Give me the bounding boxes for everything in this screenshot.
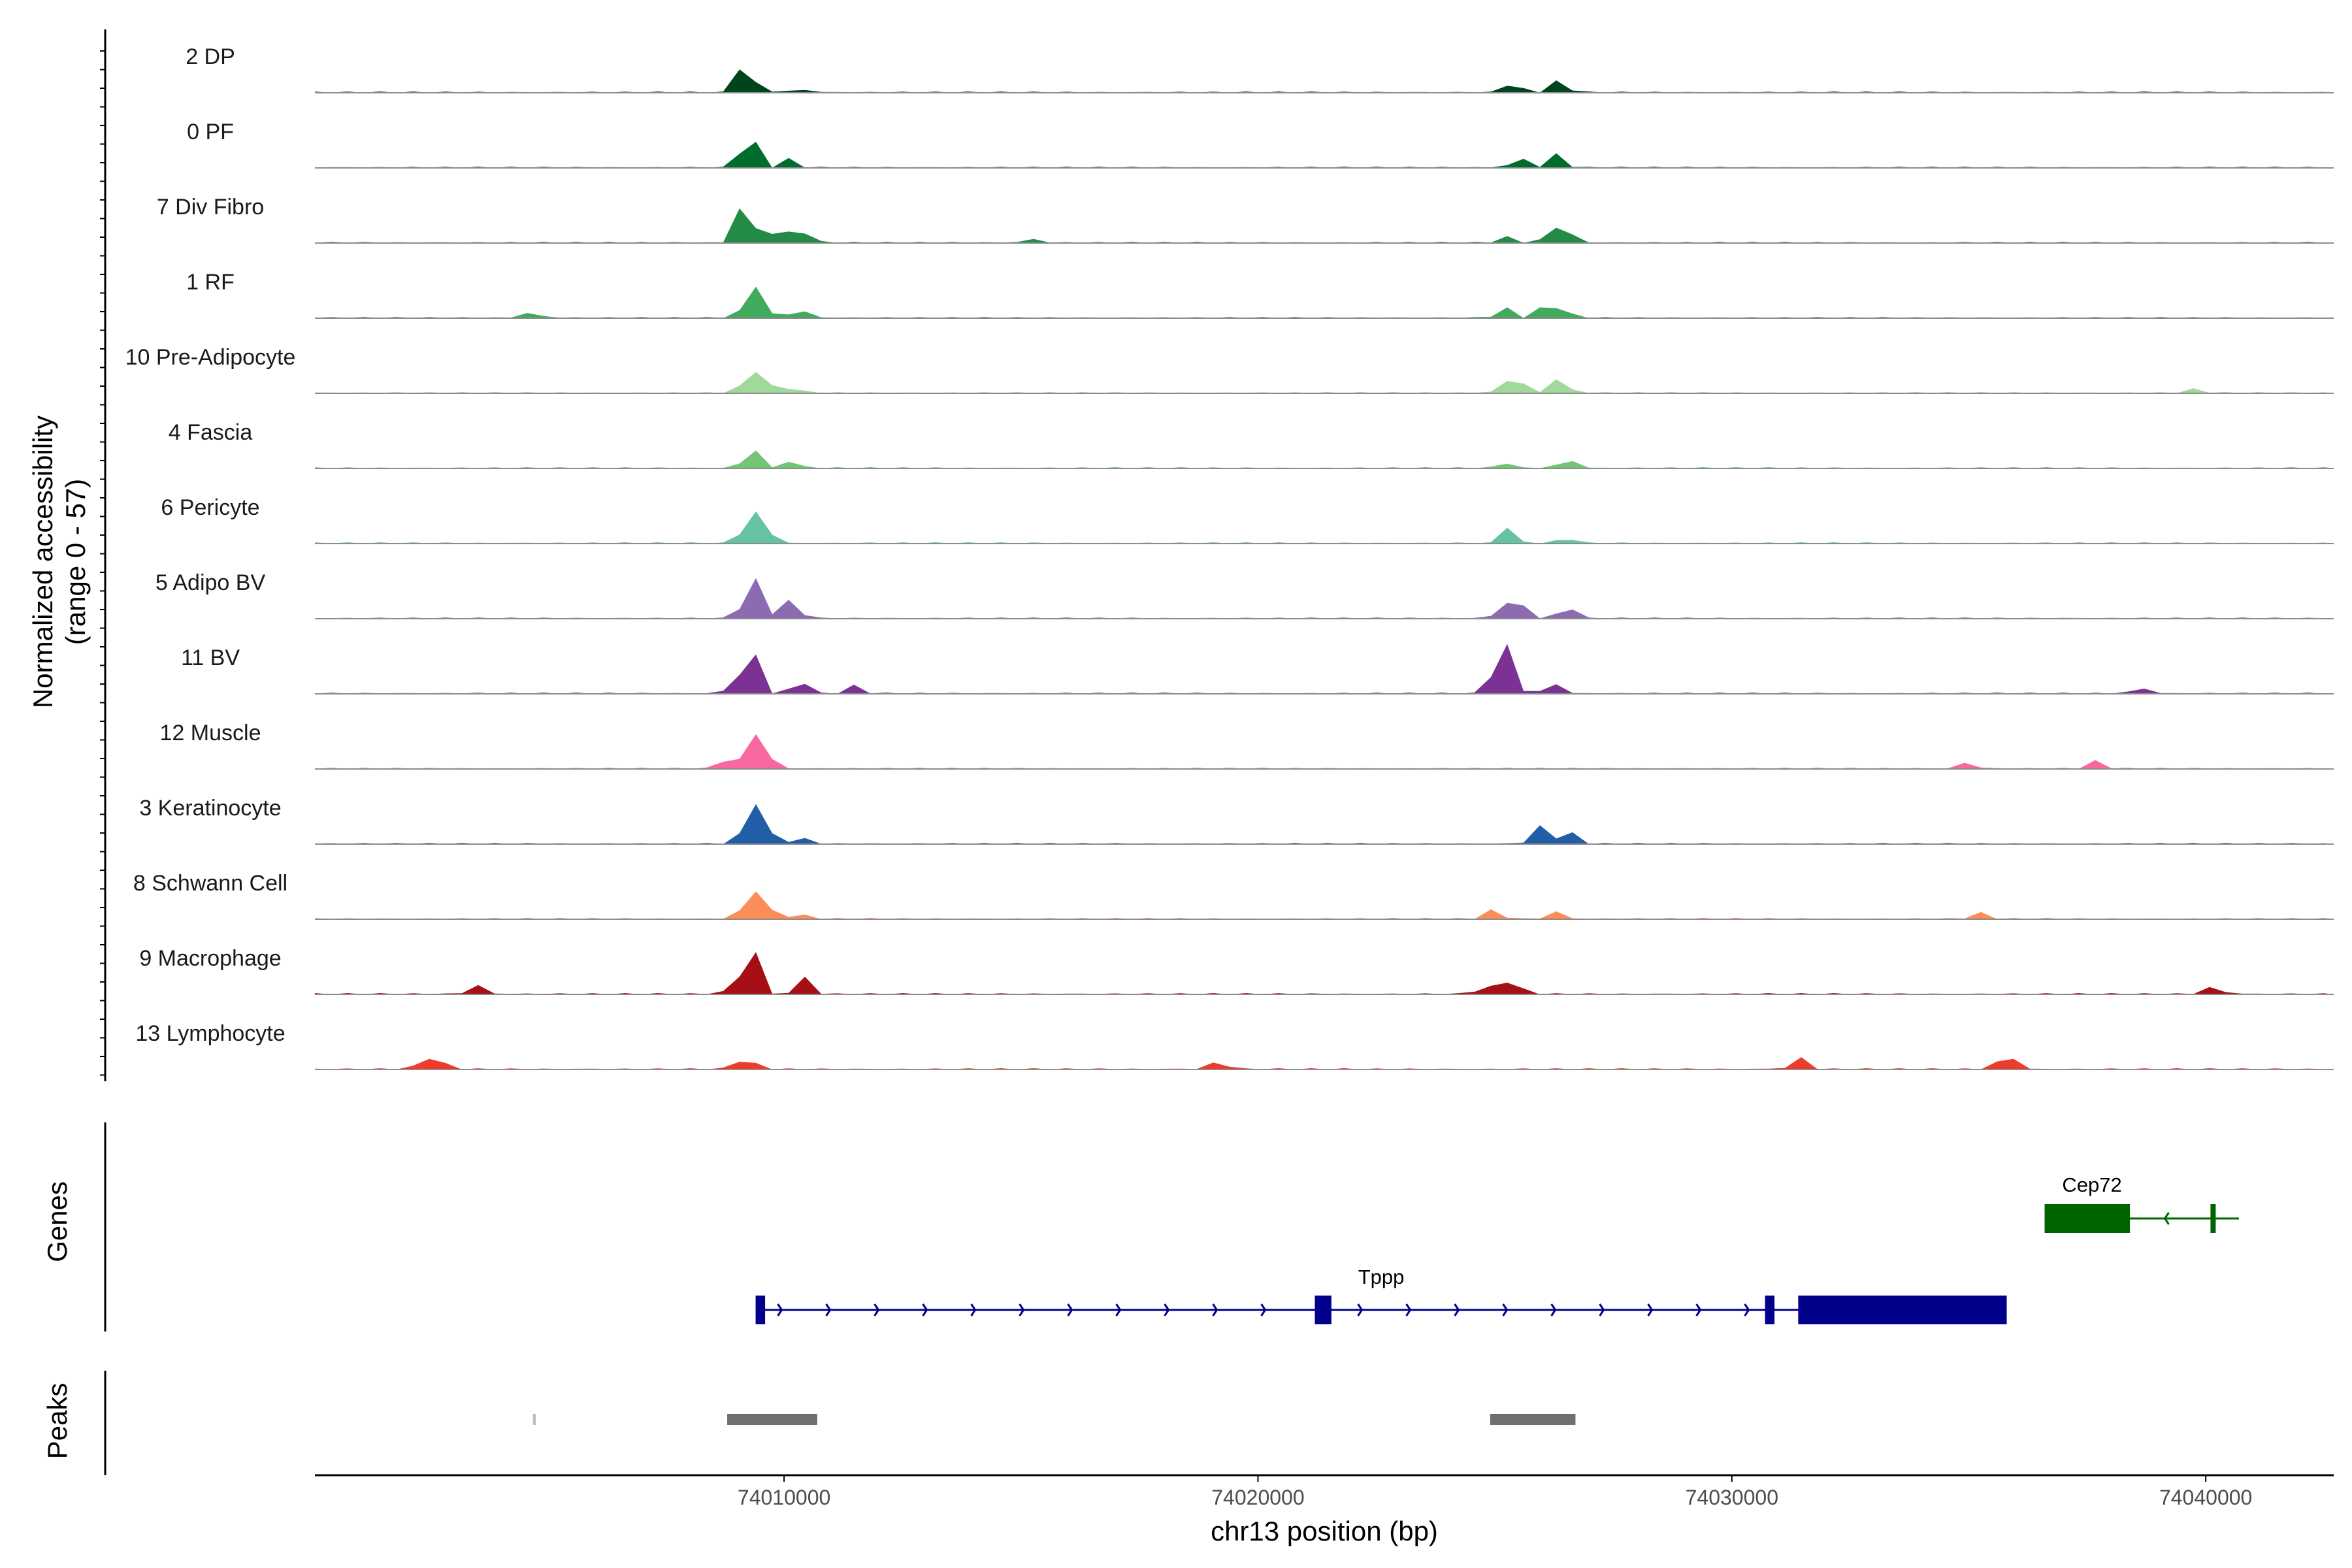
y-axis-title: Normalized accessibility (range 0 - 57) bbox=[27, 416, 91, 708]
peaks-panel-label: Peaks bbox=[42, 1383, 73, 1460]
strand-arrow bbox=[1502, 1303, 1509, 1316]
track-label: 8 Schwann Cell bbox=[133, 871, 287, 896]
peak-region bbox=[1490, 1414, 1576, 1425]
track-label: 9 Macrophage bbox=[139, 946, 281, 971]
coverage-area bbox=[315, 891, 2334, 919]
strand-arrow bbox=[1647, 1303, 1654, 1316]
coverage-track: 7 Div Fibro bbox=[157, 195, 2334, 244]
coverage-track: 12 Muscle bbox=[160, 721, 2334, 770]
coverage-area bbox=[315, 142, 2334, 168]
strand-arrow bbox=[825, 1303, 832, 1316]
gene-label: Cep72 bbox=[2062, 1173, 2121, 1196]
track-label: 5 Adipo BV bbox=[155, 570, 266, 595]
coverage-area bbox=[315, 1057, 2334, 1070]
strand-arrow bbox=[1405, 1303, 1412, 1316]
peak-regions bbox=[532, 1414, 1576, 1425]
coverage-track: 6 Pericyte bbox=[161, 495, 2334, 544]
gene-exon bbox=[2044, 1204, 2131, 1233]
coverage-track: 3 Keratinocyte bbox=[139, 796, 2334, 845]
track-label: 11 BV bbox=[181, 645, 240, 670]
strand-arrow bbox=[1454, 1303, 1460, 1316]
genes-panel-label: Genes bbox=[42, 1181, 73, 1262]
coverage-tracks: 2 DP 0 PF 7 Div Fibro 1 RF 10 Pre-Adipocyte 4… bbox=[125, 44, 2334, 1070]
strand-arrow bbox=[1260, 1303, 1267, 1316]
track-label: 4 Fascia bbox=[169, 420, 253, 445]
coverage-track: 13 Lymphocyte bbox=[135, 1021, 2334, 1070]
coverage-track: 5 Adipo BV bbox=[155, 570, 2334, 619]
track-label: 13 Lymphocyte bbox=[135, 1021, 285, 1046]
coverage-track: 8 Schwann Cell bbox=[133, 871, 2334, 920]
coverage-track: 4 Fascia bbox=[169, 420, 2334, 469]
strand-arrow bbox=[2163, 1212, 2170, 1225]
coverage-area bbox=[315, 578, 2334, 619]
strand-arrow bbox=[1067, 1303, 1073, 1316]
coverage-area bbox=[315, 450, 2334, 468]
coverage-y-axis-ticks bbox=[100, 50, 105, 1076]
track-label: 12 Muscle bbox=[160, 721, 261, 745]
gene: Tppp bbox=[755, 1266, 2007, 1324]
coverage-area bbox=[315, 286, 2334, 318]
gene-exon bbox=[1765, 1296, 1775, 1324]
coverage-area bbox=[315, 511, 2334, 544]
strand-arrow bbox=[874, 1303, 880, 1316]
coverage-area bbox=[315, 644, 2334, 694]
track-label: 1 RF bbox=[186, 270, 235, 295]
strand-arrow bbox=[1212, 1303, 1218, 1316]
coverage-track: 0 PF bbox=[187, 120, 2334, 169]
coverage-area bbox=[315, 372, 2334, 393]
strand-arrow bbox=[1744, 1303, 1750, 1316]
strand-arrow bbox=[1357, 1303, 1364, 1316]
strand-arrow bbox=[1550, 1303, 1557, 1316]
track-label: 7 Div Fibro bbox=[157, 195, 264, 220]
gene-exon bbox=[755, 1296, 766, 1324]
strand-arrow bbox=[1164, 1303, 1170, 1316]
x-tick-label: 74020000 bbox=[1211, 1486, 1304, 1509]
strand-arrow bbox=[1019, 1303, 1025, 1316]
coverage-area bbox=[315, 804, 2334, 844]
coverage-area bbox=[315, 952, 2334, 994]
y-axis-label: Normalized accessibility bbox=[27, 416, 58, 708]
coverage-track: 11 BV bbox=[181, 644, 2334, 694]
x-tick-label: 74010000 bbox=[738, 1486, 830, 1509]
gene-annotations: Tppp Cep72 bbox=[755, 1173, 2239, 1324]
track-label: 10 Pre-Adipocyte bbox=[125, 345, 296, 370]
gene: Cep72 bbox=[2044, 1173, 2239, 1233]
gene-exon bbox=[1798, 1296, 2007, 1324]
x-axis-ticks: 74010000 74020000 74030000 74040000 bbox=[738, 1475, 2252, 1509]
gene-exon bbox=[2210, 1204, 2216, 1233]
track-label: 6 Pericyte bbox=[161, 495, 259, 520]
coverage-track: 10 Pre-Adipocyte bbox=[125, 345, 2334, 394]
track-label: 2 DP bbox=[186, 44, 235, 69]
x-tick-label: 74030000 bbox=[1686, 1486, 1778, 1509]
coverage-track: 9 Macrophage bbox=[139, 946, 2334, 995]
strand-arrow bbox=[1695, 1303, 1702, 1316]
genes-panel-title: Genes bbox=[42, 1181, 73, 1262]
peaks-panel-title: Peaks bbox=[42, 1383, 73, 1460]
strand-arrow bbox=[777, 1303, 783, 1316]
strand-arrow bbox=[1115, 1303, 1122, 1316]
gene-label: Tppp bbox=[1358, 1266, 1405, 1288]
strand-arrow bbox=[922, 1303, 928, 1316]
x-axis-label: chr13 position (bp) bbox=[1211, 1516, 1438, 1546]
strand-arrow bbox=[970, 1303, 977, 1316]
gene-exon bbox=[1315, 1296, 1331, 1324]
track-label: 3 Keratinocyte bbox=[139, 796, 281, 821]
coverage-area bbox=[315, 69, 2334, 93]
coverage-area bbox=[315, 208, 2334, 243]
peak-region bbox=[532, 1414, 536, 1425]
x-tick-label: 74040000 bbox=[2159, 1486, 2252, 1509]
peak-region bbox=[727, 1414, 817, 1425]
coverage-track: 1 RF bbox=[186, 270, 2334, 319]
track-label: 0 PF bbox=[187, 120, 234, 144]
coverage-track: 2 DP bbox=[186, 44, 2334, 93]
strand-arrow bbox=[1599, 1303, 1605, 1316]
y-axis-range-label: (range 0 - 57) bbox=[60, 479, 91, 645]
coverage-area bbox=[315, 734, 2334, 769]
